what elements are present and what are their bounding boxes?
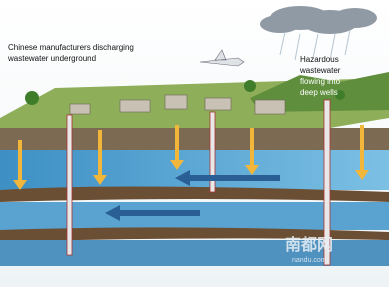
- soil-layer: [0, 128, 389, 150]
- annotation: wastewater: [299, 66, 341, 75]
- illustration: Chinese manufacturers discharging wastew…: [0, 0, 389, 287]
- annotation: Chinese manufacturers discharging: [8, 43, 134, 52]
- watermark: 南都网: [285, 235, 333, 254]
- annotation: Hazardous: [300, 55, 339, 64]
- aquifer-layer: [0, 150, 389, 190]
- annotation: wastewater underground: [7, 54, 96, 63]
- annotation: flowing into: [300, 77, 341, 86]
- watermark-site: nandu.com: [292, 257, 327, 264]
- annotation: deep wells: [300, 88, 338, 97]
